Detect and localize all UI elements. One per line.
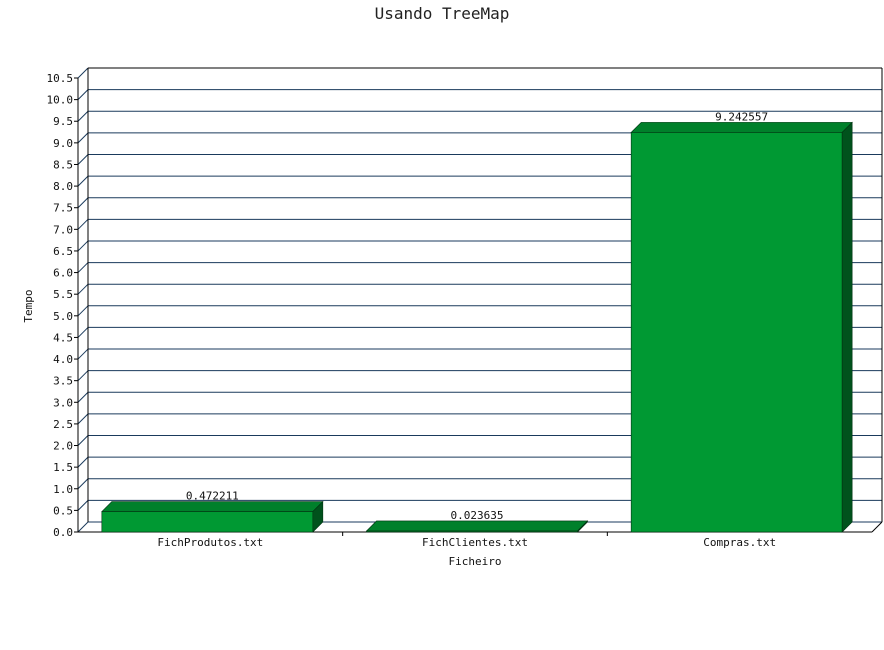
y-tick-label: 6.0 — [53, 267, 73, 280]
y-tick-label: 7.5 — [53, 202, 73, 215]
grid-diagonal — [77, 197, 89, 209]
grid-diagonal — [77, 370, 89, 382]
bar-top — [365, 520, 589, 532]
y-tick-label: 5.0 — [53, 310, 73, 323]
grid-diagonal — [77, 67, 89, 79]
grid-diagonal — [77, 218, 89, 230]
bar-side — [312, 500, 324, 533]
grid-diagonal — [77, 521, 89, 533]
grid-diagonal — [77, 305, 89, 317]
grid-diagonal — [77, 283, 89, 295]
bar-side — [577, 520, 588, 533]
bar-side — [841, 121, 853, 533]
bar-top — [630, 122, 853, 133]
y-tick-label: 4.5 — [53, 331, 73, 344]
grid-diagonal — [77, 132, 89, 144]
y-tick-label: 4.0 — [53, 353, 73, 366]
bar-top — [101, 501, 324, 512]
grid-diagonal — [77, 435, 89, 446]
y-tick-label: 0.5 — [53, 504, 73, 517]
y-tick-label: 3.5 — [53, 375, 73, 388]
grid-diagonal — [77, 89, 89, 100]
y-tick-label: 9.5 — [53, 115, 73, 128]
y-tick-label: 10.0 — [47, 94, 74, 107]
y-tick-label: 2.5 — [53, 418, 73, 431]
grid-diagonal — [77, 413, 89, 425]
grid-diagonal — [77, 391, 89, 403]
x-tick-label: Compras.txt — [703, 536, 776, 549]
grid-diagonal — [77, 110, 89, 122]
bar-value-label: 9.242557 — [715, 110, 768, 123]
grid-diagonal — [77, 456, 89, 468]
floor-right-diagonal — [871, 521, 883, 533]
grid-diagonal — [77, 478, 89, 490]
bar-value-label: 0.023635 — [451, 509, 504, 522]
x-tick-label: FichClientes.txt — [422, 536, 528, 549]
y-tick-label: 8.5 — [53, 158, 73, 171]
grid-diagonal — [77, 240, 89, 252]
y-tick-label: 2.0 — [53, 440, 73, 453]
grid-diagonal — [77, 500, 89, 511]
y-tick-label: 9.0 — [53, 137, 73, 150]
x-tick-label: FichProdutos.txt — [157, 536, 263, 549]
y-tick-label: 8.0 — [53, 180, 73, 193]
y-tick-label: 1.5 — [53, 461, 73, 474]
grid-diagonal — [77, 154, 89, 165]
y-axis-label: Tempo — [22, 289, 35, 322]
y-tick-label: 3.0 — [53, 396, 73, 409]
y-tick-label: 7.0 — [53, 223, 73, 236]
bar-layer: 0.472211 0.023635 9.242557 — [101, 110, 853, 533]
grid-diagonal — [77, 327, 89, 338]
y-tick-label: 5.5 — [53, 288, 73, 301]
y-tick-label: 0.0 — [53, 526, 73, 539]
bar — [630, 132, 843, 533]
x-axis-label: Ficheiro — [449, 555, 502, 568]
bar-value-label: 0.472211 — [186, 490, 239, 503]
y-tick-label: 1.0 — [53, 483, 73, 496]
chart-title: Usando TreeMap — [375, 4, 510, 23]
y-tick-label: 6.5 — [53, 245, 73, 258]
grid-diagonal — [77, 348, 89, 360]
bar — [101, 511, 314, 533]
grid-diagonal — [77, 175, 89, 187]
y-tick-label: 10.5 — [47, 72, 74, 85]
grid-diagonal — [77, 262, 89, 273]
